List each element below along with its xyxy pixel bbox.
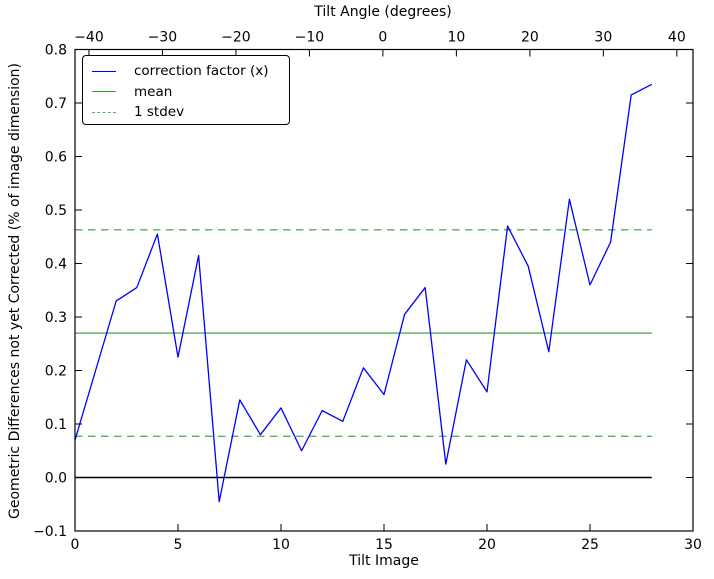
legend-item-stdev: 1 stdev (83, 102, 289, 123)
correction-factor-line (74, 83, 653, 503)
x-tick-label: 0 (71, 537, 80, 553)
top-tick-label: 30 (594, 30, 612, 46)
legend-label-mean: mean (134, 83, 173, 100)
legend: correction factor (x) mean 1 stdev (82, 55, 290, 125)
x-axis-label: Tilt Image (349, 553, 419, 569)
y-axis-label: Geometric Differences not yet Corrected … (7, 63, 23, 519)
legend-item-correction-factor: correction factor (x) (83, 61, 289, 82)
x-tick-label: 5 (174, 537, 183, 553)
x-tick-label: 25 (581, 537, 599, 553)
top-tick-label: −30 (148, 30, 178, 46)
legend-label-stdev: 1 stdev (134, 104, 185, 121)
top-tick-label: 0 (378, 30, 387, 46)
top-tick-label: 20 (521, 30, 539, 46)
blue-solid-line-swatch (92, 70, 116, 72)
top-axis-title: Tilt Angle (degrees) (314, 4, 452, 20)
top-tick-label: 40 (668, 30, 686, 46)
y-tick-label: 0.0 (45, 471, 67, 487)
y-tick-label: 0.7 (45, 96, 67, 112)
top-tick-label: 10 (447, 30, 465, 46)
x-tick-label: 20 (478, 537, 496, 553)
y-tick-label: 0.4 (45, 257, 67, 273)
y-tick-label: 0.2 (45, 364, 67, 380)
green-solid-line-swatch (92, 91, 116, 93)
y-tick-label: 0.3 (45, 310, 67, 326)
y-tick-label: 0.5 (45, 203, 67, 219)
y-tick-label: 0.8 (45, 43, 67, 59)
x-tick-label: 10 (272, 537, 290, 553)
legend-label-correction-factor: correction factor (x) (134, 63, 269, 80)
y-tick-label: 0.6 (45, 150, 67, 166)
y-tick-label: −0.1 (33, 524, 67, 540)
top-tick-label: −20 (221, 30, 251, 46)
legend-item-mean: mean (83, 82, 289, 103)
y-tick-label: 0.1 (45, 417, 67, 433)
top-tick-label: −10 (295, 30, 325, 46)
x-tick-label: 30 (684, 537, 702, 553)
x-tick-label: 15 (375, 537, 393, 553)
top-tick-label: −40 (74, 30, 104, 46)
green-dashed-line-swatch (92, 111, 116, 113)
